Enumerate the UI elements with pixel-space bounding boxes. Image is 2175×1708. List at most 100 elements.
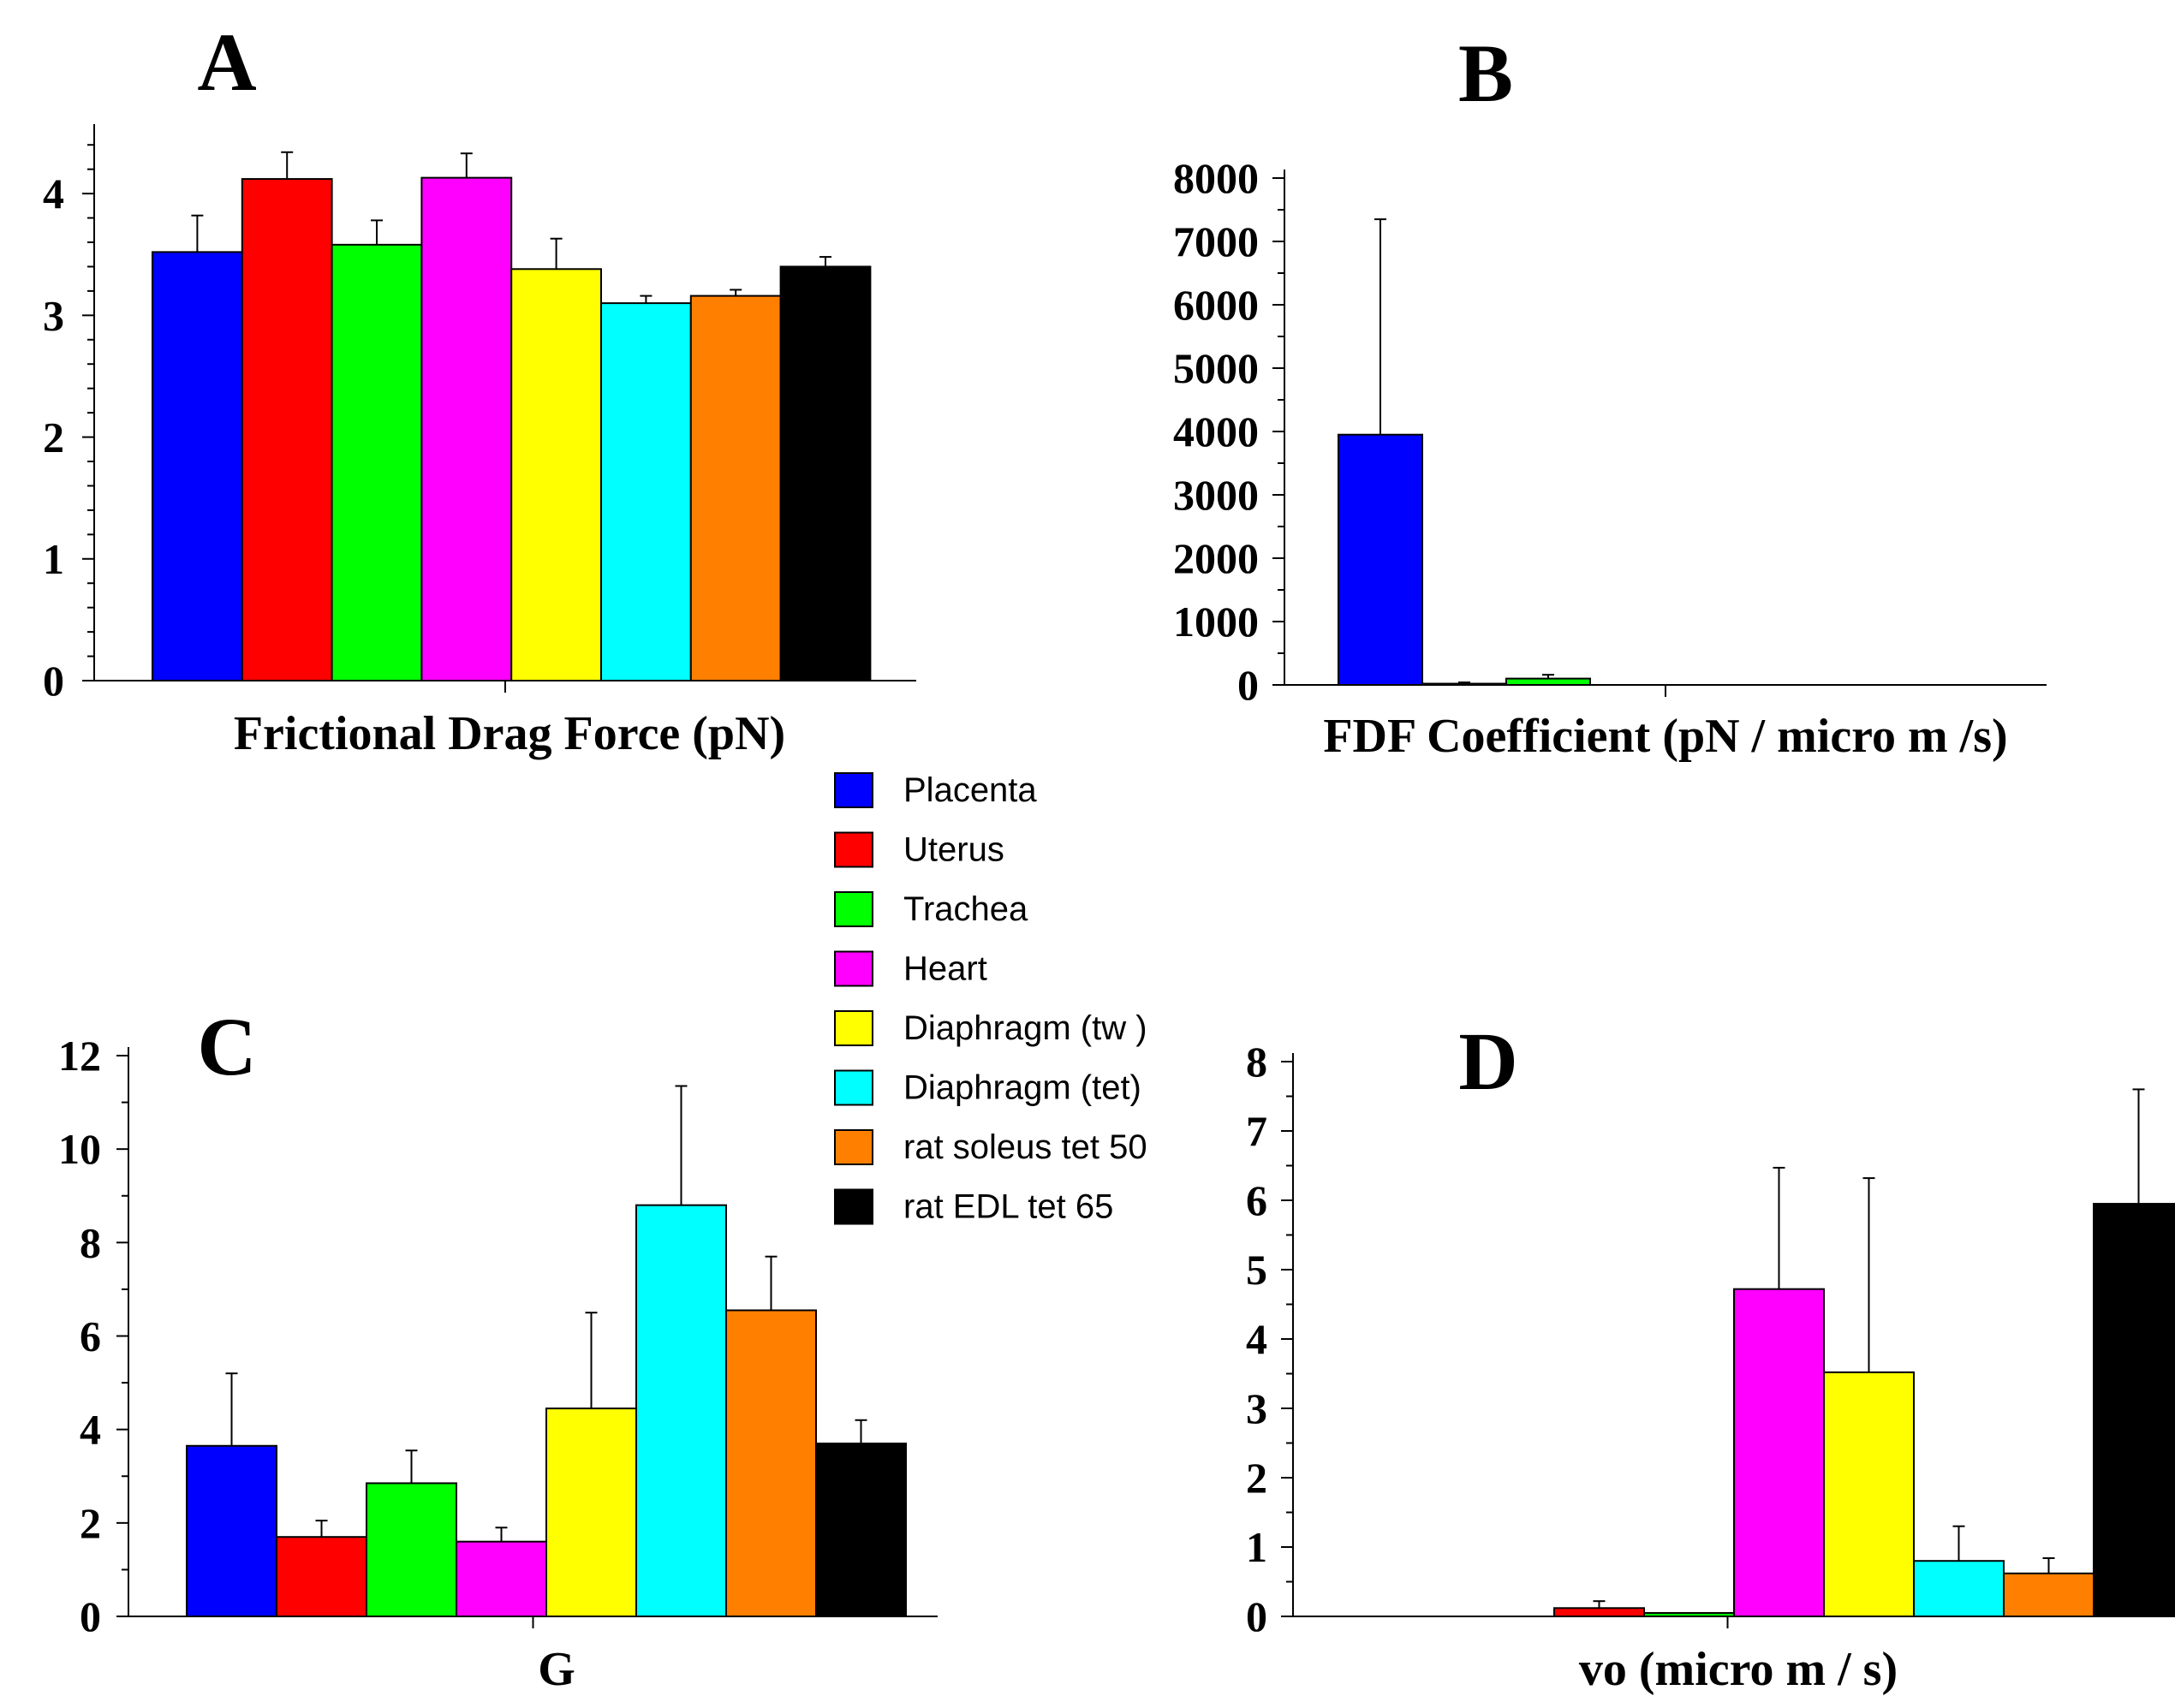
error-bar-d-6 (1952, 1525, 1965, 1562)
y-tick-label-b-1: 1000 (1173, 598, 1259, 646)
bar-a-3 (331, 243, 423, 681)
panel-c-chart: C 0 2 4 6 8 10 12 G (58, 1001, 938, 1696)
bar-d-8 (2093, 1203, 2175, 1618)
bar-b-3 (1505, 677, 1591, 686)
y-tick-label-b-0: 0 (1237, 661, 1259, 709)
y-tick-label-d-2: 2 (1246, 1454, 1267, 1502)
bar-a-2 (241, 178, 333, 682)
legend-label-8: rat EDL tet 65 (903, 1188, 1113, 1226)
y-tick-label-a-2: 2 (43, 414, 64, 461)
bar-d-7 (2003, 1572, 2095, 1618)
y-tick-label-c-3: 6 (80, 1312, 101, 1360)
legend-swatch-3 (834, 891, 873, 927)
panel-d-label: D (1458, 1015, 1517, 1107)
error-bar-d-5 (1862, 1177, 1875, 1372)
y-tick-label-c-5: 10 (58, 1125, 101, 1173)
bar-c-8 (815, 1443, 907, 1617)
y-tick-label-b-3: 3000 (1173, 471, 1259, 519)
bar-d-4 (1733, 1288, 1825, 1618)
legend-item-5: Diaphragm (tw ) (834, 1009, 1147, 1047)
legend-swatch-2 (834, 831, 873, 868)
legend-swatch-5 (834, 1010, 873, 1046)
bar-d-5 (1823, 1371, 1915, 1617)
legend-label-2: Uterus (903, 831, 1004, 869)
legend-label-3: Trachea (903, 890, 1028, 928)
error-bar-b-2 (1458, 681, 1470, 684)
y-tick-label-b-5: 5000 (1173, 344, 1259, 392)
bar-a-7 (689, 295, 782, 681)
bar-c-6 (635, 1204, 727, 1617)
bar-a-4 (420, 176, 513, 682)
legend-item-4: Heart (834, 950, 987, 988)
y-tick-label-a-0: 0 (43, 657, 64, 705)
legend-swatch-6 (834, 1069, 873, 1106)
error-bar-c-8 (855, 1419, 867, 1444)
y-tick-label-b-2: 2000 (1173, 534, 1259, 582)
y-tick-label-d-0: 0 (1246, 1592, 1267, 1640)
error-bar-a-5 (550, 237, 563, 270)
bar-c-7 (725, 1309, 817, 1617)
y-tick-label-d-3: 3 (1246, 1384, 1267, 1432)
error-bar-c-6 (675, 1085, 688, 1205)
error-bar-d-4 (1773, 1166, 1785, 1289)
error-bar-d-7 (2042, 1556, 2055, 1574)
legend-item-1: Placenta (834, 771, 1037, 809)
error-bar-c-3 (405, 1449, 418, 1484)
legend-item-6: Diaphragm (tet) (834, 1069, 1141, 1107)
legend-label-7: rat soleus tet 50 (903, 1128, 1147, 1166)
error-bar-a-7 (730, 289, 742, 296)
bar-a-1 (152, 251, 243, 681)
y-tick-label-c-0: 0 (80, 1592, 101, 1640)
legend-swatch-4 (834, 950, 873, 987)
legend-item-3: Trachea (834, 890, 1028, 928)
y-tick-label-d-6: 6 (1246, 1176, 1267, 1224)
error-bar-b-3 (1542, 674, 1554, 679)
legend-label-5: Diaphragm (tw ) (903, 1009, 1147, 1047)
legend-label-6: Diaphragm (tet) (903, 1069, 1141, 1107)
y-tick-label-b-8: 8000 (1173, 154, 1259, 202)
y-tick-label-d-7: 7 (1246, 1107, 1267, 1155)
y-tick-label-c-2: 4 (80, 1406, 101, 1454)
legend: Placenta Uterus Trachea Heart Diaphragm (tw … (834, 771, 1147, 1226)
error-bar-c-7 (765, 1255, 778, 1311)
x-axis-title-c: G (538, 1643, 575, 1696)
legend-swatch-8 (834, 1188, 873, 1225)
panel-c-label: C (197, 1001, 256, 1092)
legend-label-4: Heart (903, 950, 987, 988)
error-bar-d-8 (2132, 1088, 2145, 1205)
x-axis-title-b: FDF Coefficient (pN / micro m /s) (1323, 710, 2007, 763)
x-axis-title-a: Frictional Drag Force (pN) (234, 707, 785, 760)
legend-swatch-1 (834, 772, 873, 808)
legend-swatch-7 (834, 1129, 873, 1165)
bar-c-4 (456, 1540, 547, 1617)
panel-a-label: A (197, 16, 256, 108)
y-tick-label-a-4: 4 (43, 170, 64, 217)
bar-c-5 (545, 1407, 637, 1617)
legend-item-7: rat soleus tet 50 (834, 1128, 1147, 1166)
error-bar-a-6 (640, 295, 652, 304)
bar-c-2 (276, 1536, 367, 1618)
error-bar-b-1 (1374, 218, 1386, 435)
bar-b-1 (1338, 433, 1423, 686)
y-tick-label-d-5: 5 (1246, 1246, 1267, 1294)
bar-d-2 (1553, 1607, 1645, 1618)
y-tick-label-c-4: 8 (80, 1218, 101, 1266)
bar-d-6 (1913, 1560, 2005, 1617)
error-bar-c-4 (495, 1526, 508, 1542)
error-bar-a-4 (460, 152, 473, 178)
error-bar-c-1 (225, 1372, 238, 1446)
error-bar-c-5 (585, 1312, 598, 1409)
bar-a-5 (510, 268, 603, 681)
panel-d-chart: D 0 1 2 3 4 5 6 7 8 vo (micro m / s) (1246, 1015, 2175, 1696)
bar-a-6 (600, 302, 692, 681)
y-tick-label-c-6: 12 (58, 1032, 101, 1080)
panel-a-chart: A 0 1 2 3 4 Frictional Drag Force (pN) (43, 16, 916, 760)
panel-b-chart: B 0 1000 2000 3000 4000 5000 6000 7000 8000 FDF Co… (1173, 27, 2047, 763)
error-bar-a-1 (191, 214, 204, 253)
y-tick-label-d-1: 1 (1246, 1523, 1267, 1571)
y-tick-label-d-8: 8 (1246, 1038, 1267, 1086)
y-tick-label-a-3: 3 (43, 291, 64, 339)
bar-a-8 (779, 265, 872, 681)
error-bar-a-8 (819, 256, 831, 267)
